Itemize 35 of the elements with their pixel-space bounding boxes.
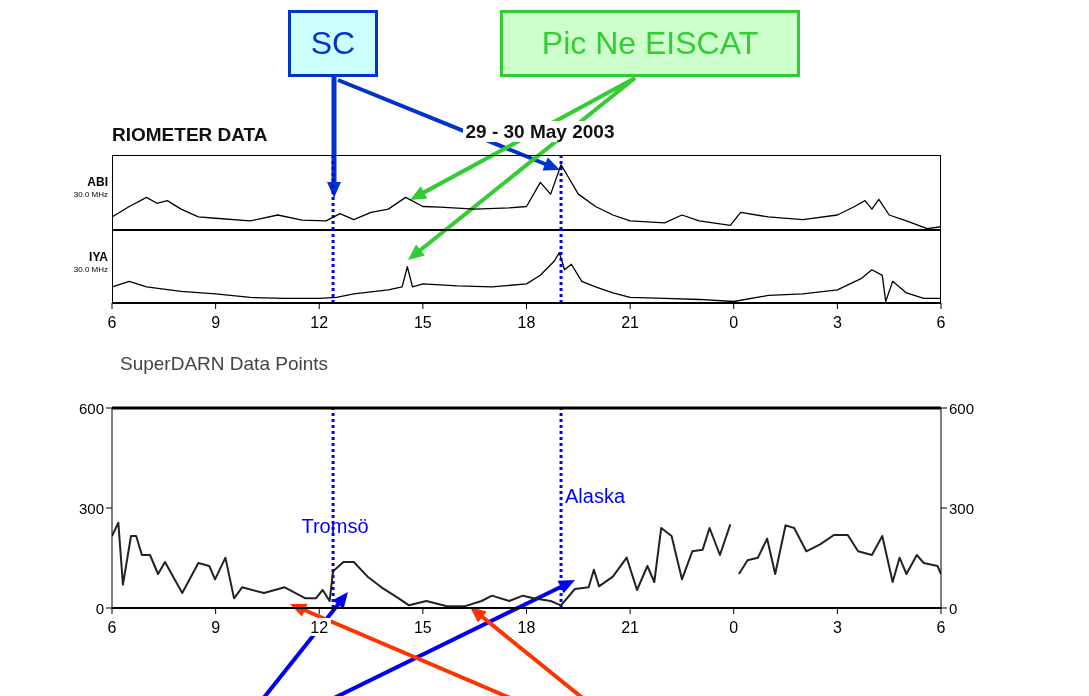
x-tick-label: 15 bbox=[413, 314, 432, 331]
y2-tick-label: 600 bbox=[949, 399, 975, 417]
text: SC bbox=[288, 10, 378, 77]
x-tick-label: 21 bbox=[621, 619, 640, 636]
chart-subtitle: 29 - 30 May 2003 bbox=[462, 121, 618, 142]
x-tick-label: 6 bbox=[107, 619, 117, 636]
x-tick-label: 0 bbox=[729, 314, 739, 331]
x-tick-label: 6 bbox=[936, 314, 946, 331]
y-tick-label: 300 bbox=[78, 499, 104, 517]
text: 30.0 MHz bbox=[72, 265, 108, 274]
x-tick-label: 3 bbox=[832, 619, 842, 636]
y-axis-title: IYA bbox=[88, 250, 108, 264]
text: Pic Ne EISCAT bbox=[500, 10, 800, 77]
y2-tick-label: 0 bbox=[949, 599, 958, 617]
x-tick-label: 18 bbox=[517, 314, 536, 331]
x-tick-label: 9 bbox=[211, 314, 221, 331]
chart-title: SuperDARN Data Points bbox=[120, 353, 329, 375]
x-tick-label: 9 bbox=[211, 619, 221, 636]
x-tick-label: 3 bbox=[832, 314, 842, 331]
y-tick-label: 0 bbox=[95, 599, 104, 617]
x-tick-label: 21 bbox=[621, 314, 640, 331]
x-tick-label: 6 bbox=[107, 314, 117, 331]
y2-tick-label: 300 bbox=[949, 499, 975, 517]
annotation: Tromsö bbox=[300, 515, 370, 538]
x-tick-label: 15 bbox=[413, 619, 432, 636]
annotation: Alaska bbox=[564, 485, 626, 508]
x-tick-label: 18 bbox=[517, 619, 536, 636]
y-tick-label: 600 bbox=[78, 399, 104, 417]
x-tick-label: 6 bbox=[936, 619, 946, 636]
x-tick-label: 12 bbox=[310, 619, 329, 636]
x-tick-label: 12 bbox=[310, 314, 329, 331]
x-tick-label: 0 bbox=[729, 619, 739, 636]
text: 30.0 MHz bbox=[72, 190, 108, 199]
chart-title: RIOMETER DATA bbox=[112, 124, 268, 146]
y-axis-title: ABI bbox=[86, 175, 108, 189]
